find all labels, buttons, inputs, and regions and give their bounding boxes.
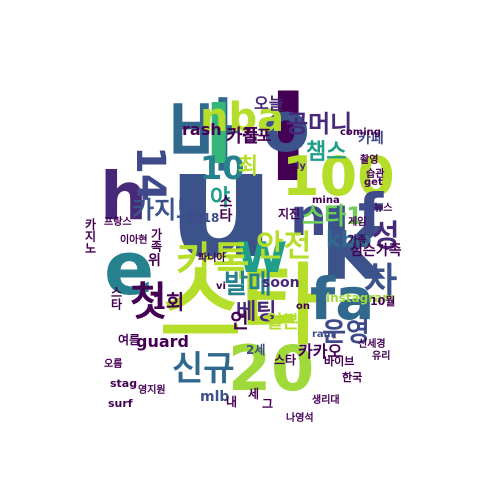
cloud-word: get [364,177,383,188]
cloud-word: 14 [127,146,173,202]
cloud-word: surf [108,397,133,410]
cloud-word: 그 [262,397,274,411]
cloud-word: soon [262,275,300,291]
cloud-word: 10 [200,149,245,187]
cloud-word: 1회 [152,290,185,314]
cloud-word: 유리 [372,351,391,362]
cloud-word: 지진 [278,207,301,221]
cloud-word: 카풀 [226,126,260,147]
cloud-word: 세 [248,387,260,401]
cloud-word: on [296,301,310,312]
cloud-word: 100 [282,145,395,208]
cloud-word: 발매 [224,270,272,300]
cloud-word: 카지노 [132,196,199,224]
cloud-word: 파니아 [198,253,226,264]
cloud-word: 20 [228,332,315,405]
cloud-word: 언 [226,310,250,330]
cloud-word: 스타1 [302,202,363,230]
cloud-word: 김포 [242,126,272,145]
cloud-word: 오름 [104,359,123,370]
cloud-word: 카톡 [176,239,250,285]
cloud-word: 2018 [186,211,220,225]
cloud-word: 바이브 [324,355,355,368]
cloud-word: 게임 [348,217,367,228]
cloud-word: 신규 [172,349,235,389]
cloud-word: e [104,226,155,312]
cloud-word: 뉴스 [374,203,393,214]
cloud-word: 최 [233,154,258,176]
cloud-word: 카카오 [298,342,343,361]
cloud-word: 위 [148,253,161,269]
cloud-word: guard [136,332,189,351]
cloud-word: 촬영 [360,155,379,166]
cloud-word: rash [182,120,222,139]
cloud-word: 한국 [342,371,363,384]
cloud-word: 카페 [358,131,384,147]
cloud-word: 차 [364,261,398,302]
cloud-word: 가족 [149,228,163,252]
cloud-word: nba [200,95,285,141]
cloud-word: ly [296,161,306,172]
cloud-word: l [268,70,309,208]
cloud-word: 일본 [266,312,300,333]
cloud-word: n [290,188,328,248]
cloud-word: stag [110,377,138,390]
cloud-word: mina [312,195,340,206]
cloud-word: 프랑스 [104,217,132,228]
cloud-word: f [358,181,384,249]
cloud-word: 야 [210,186,231,211]
cloud-word: 영지원 [138,385,166,396]
cloud-word: 스타 [217,194,233,222]
cloud-word: 바 [168,92,240,182]
cloud-word: 심슨가족 [350,243,402,259]
cloud-word: 내 [226,395,238,409]
cloud-word: 10월 [370,295,396,308]
cloud-word: u [168,118,275,292]
cloud-word: 이아현 [120,235,148,246]
cloud-word: 가족 [348,235,367,246]
cloud-word: 안전 [256,229,312,264]
cloud-word: 여름 [118,333,141,347]
cloud-word: l [205,89,233,182]
cloud-word: h [100,158,147,235]
cloud-word: 스타 [160,254,322,357]
cloud-word: 2세 [246,343,266,357]
cloud-word: o [262,86,311,168]
cloud-word: fa [310,265,375,333]
cloud-word: 성 [372,219,400,254]
cloud-word: 운영 [322,318,370,348]
cloud-word: 카지노 [83,218,97,254]
cloud-word: 오늘 [254,94,284,113]
cloud-word: mlb [200,389,230,405]
cloud-word: 베팅 [236,300,277,325]
cloud-word: kbo [326,228,372,253]
cloud-word: w [236,221,288,286]
cloud-word: 신세경 [358,339,386,350]
cloud-word: 스타 [274,353,297,367]
cloud-word: 챔스 [306,140,347,165]
cloud-word: 나영석 [286,413,314,424]
cloud-word: ram [312,329,335,340]
cloud-word: 첫 [130,279,167,325]
cloud-word: vi [216,281,226,292]
cloud-word: coming [340,127,381,138]
cloud-word: 스타 [109,286,123,310]
cloud-word: 생리대 [312,395,340,406]
cloud-word: 공머니 [286,110,353,138]
cloud-word: k [320,190,384,302]
cloud-word: instagram [326,291,395,305]
cloud-word: 습관 [366,169,385,180]
